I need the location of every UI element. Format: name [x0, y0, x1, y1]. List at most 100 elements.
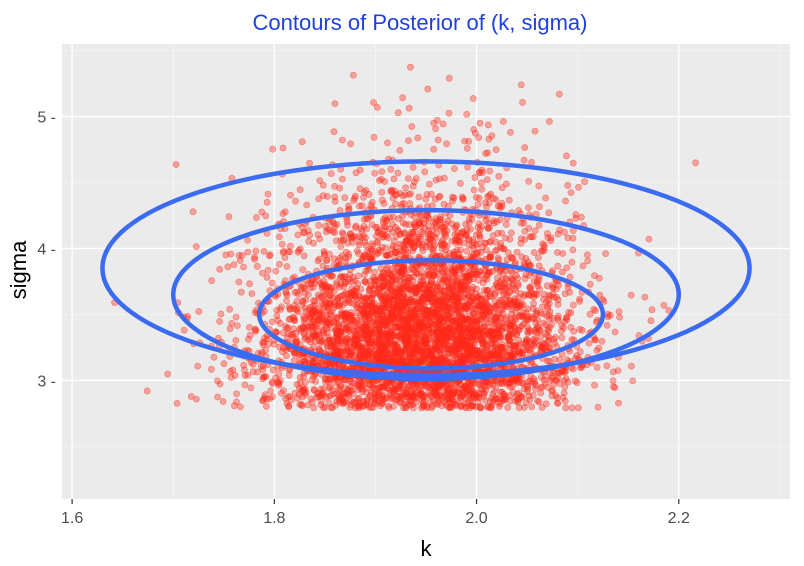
scatter-point	[373, 104, 381, 111]
scatter-point	[495, 330, 503, 337]
scatter-point	[427, 286, 435, 294]
scatter-point	[370, 317, 378, 325]
scatter-point	[410, 384, 418, 392]
scatter-point	[358, 385, 366, 393]
scatter-point	[432, 308, 440, 316]
scatter-point	[281, 254, 289, 261]
scatter-point	[561, 228, 568, 236]
scatter-point	[226, 305, 234, 313]
scatter-point	[525, 177, 533, 185]
scatter-point	[568, 258, 576, 266]
scatter-point	[531, 227, 539, 235]
scatter-point	[230, 261, 238, 268]
scatter-point	[369, 403, 377, 411]
scatter-point	[570, 327, 578, 335]
scatter-point	[409, 247, 417, 255]
scatter-point	[399, 94, 407, 102]
scatter-point	[645, 235, 653, 243]
scatter-point	[524, 329, 532, 337]
scatter-point	[225, 213, 233, 221]
scatter-point	[301, 357, 309, 365]
scatter-point	[370, 133, 378, 141]
scatter-point	[387, 165, 395, 173]
scatter-point	[434, 334, 442, 342]
scatter-point	[388, 286, 396, 293]
scatter-point	[448, 197, 456, 205]
scatter-point	[591, 381, 598, 389]
scatter-point	[376, 291, 384, 299]
scatter-point	[300, 283, 308, 291]
scatter-point	[350, 234, 358, 241]
scatter-point	[519, 301, 527, 309]
scatter-point	[546, 118, 553, 125]
scatter-point	[498, 354, 506, 362]
scatter-point	[581, 178, 588, 186]
scatter-point	[432, 125, 439, 133]
scatter-point	[535, 398, 543, 406]
scatter-point	[247, 384, 255, 392]
scatter-point	[492, 146, 500, 154]
scatter-point	[543, 282, 551, 290]
scatter-point	[454, 389, 462, 397]
scatter-point	[280, 387, 287, 394]
scatter-point	[495, 172, 503, 180]
scatter-point	[464, 315, 472, 323]
scatter-point	[572, 214, 580, 222]
scatter-point	[265, 340, 273, 348]
scatter-point	[405, 104, 413, 112]
scatter-point	[341, 384, 349, 392]
scatter-point	[615, 399, 622, 407]
scatter-point	[385, 404, 393, 412]
scatter-point	[344, 221, 351, 229]
scatter-point	[434, 136, 442, 144]
scatter-point	[344, 311, 351, 318]
scatter-point	[164, 370, 172, 378]
scatter-point	[286, 242, 294, 250]
scatter-point	[492, 195, 500, 203]
scatter-point	[440, 200, 448, 208]
scatter-point	[405, 234, 413, 242]
scatter-point	[564, 283, 572, 291]
scatter-point	[262, 373, 270, 380]
scatter-point	[331, 223, 339, 231]
scatter-point	[502, 221, 510, 228]
scatter-point	[475, 381, 482, 388]
scatter-point	[435, 193, 443, 201]
scatter-point	[338, 229, 346, 236]
scatter-point	[531, 127, 539, 135]
scatter-point	[395, 332, 403, 340]
scatter-point	[441, 246, 449, 253]
scatter-point	[383, 216, 391, 224]
scatter-point	[478, 185, 486, 193]
scatter-point	[173, 399, 181, 407]
scatter-point	[323, 319, 331, 327]
scatter-point	[368, 295, 376, 303]
scatter-point	[540, 247, 548, 254]
scatter-point	[569, 159, 577, 167]
scatter-point	[554, 230, 562, 238]
scatter-point	[172, 161, 180, 168]
scatter-point	[407, 354, 415, 362]
scatter-point	[506, 337, 513, 344]
scatter-point	[539, 240, 546, 248]
scatter-point	[279, 210, 287, 217]
scatter-point	[268, 279, 276, 287]
scatter-point	[327, 285, 335, 293]
scatter-point	[300, 373, 307, 381]
scatter-point	[290, 305, 298, 313]
scatter-point	[228, 319, 236, 327]
scatter-point	[189, 208, 197, 216]
scatter-point	[576, 295, 583, 303]
scatter-point	[482, 298, 489, 306]
scatter-point	[370, 381, 377, 389]
scatter-point	[330, 343, 337, 351]
scatter-point	[591, 272, 598, 279]
scatter-point	[337, 237, 345, 244]
scatter-point	[513, 248, 521, 256]
scatter-point	[445, 312, 453, 320]
scatter-point	[330, 390, 338, 398]
scatter-point	[233, 398, 240, 406]
scatter-point	[614, 367, 622, 374]
scatter-point	[219, 398, 227, 405]
scatter-point	[363, 225, 370, 233]
